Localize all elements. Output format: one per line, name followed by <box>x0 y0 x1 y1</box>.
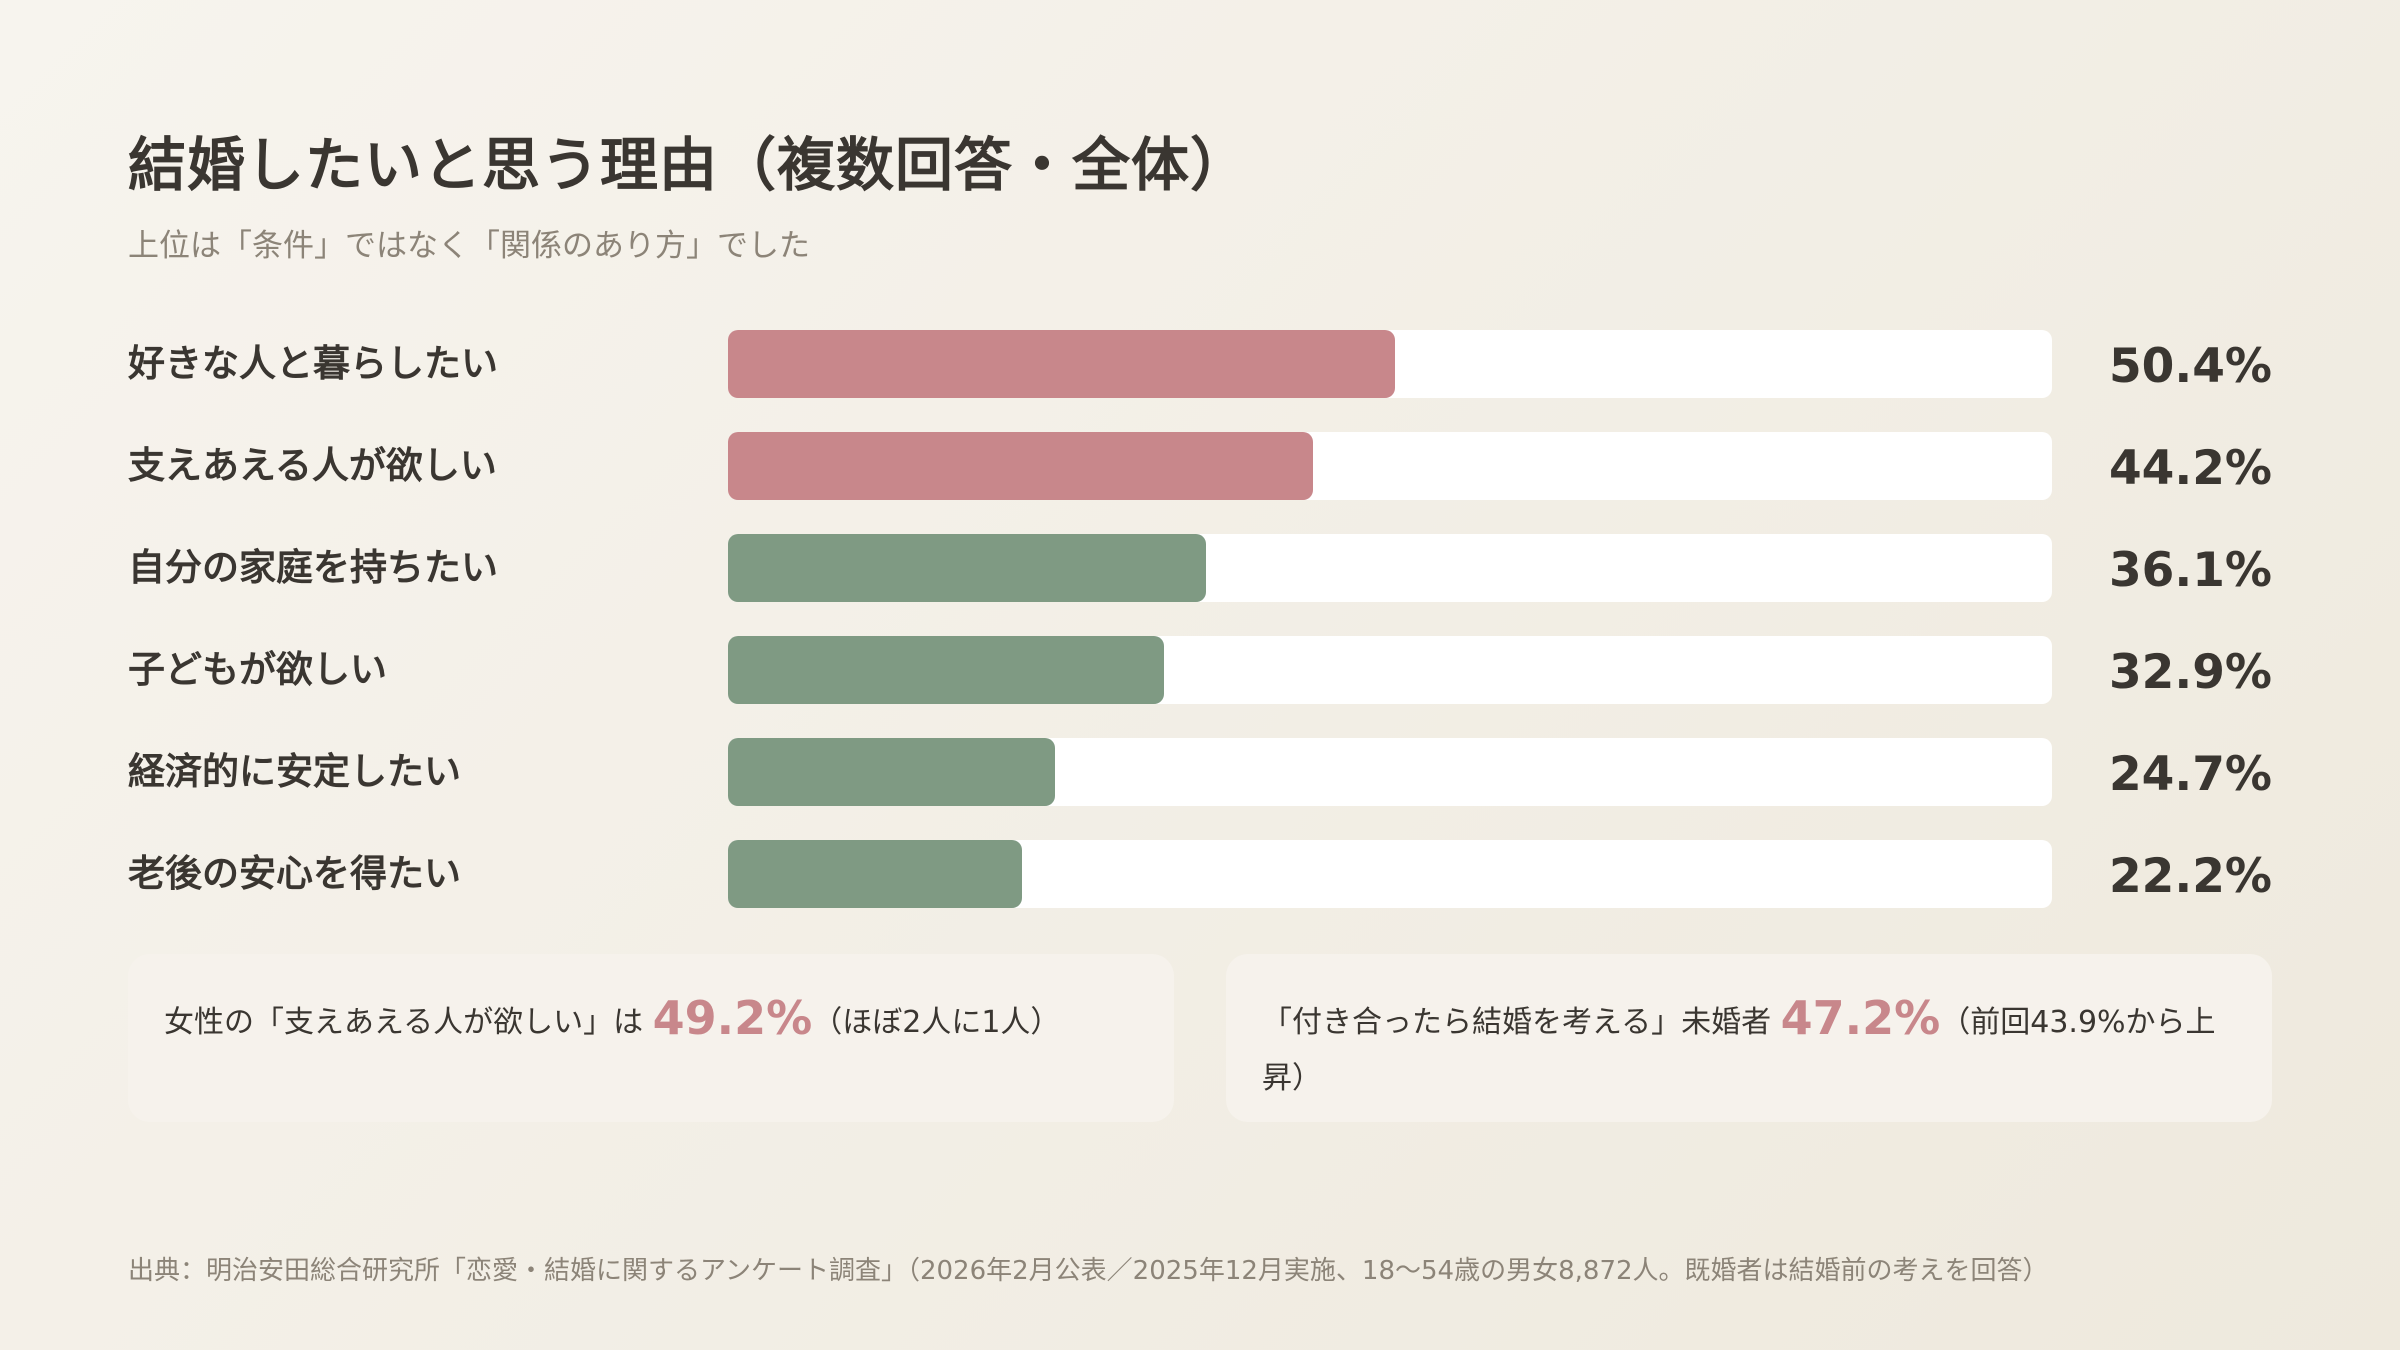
value-label: 50.4% <box>2108 339 2272 394</box>
chart-row: 子どもが欲しい 32.9% <box>128 636 2272 704</box>
bar-track <box>728 840 2052 908</box>
value-label: 44.2% <box>2108 441 2272 496</box>
bar-track <box>728 330 2052 398</box>
chart-row: 経済的に安定したい 24.7% <box>128 738 2272 806</box>
infographic-page: 結婚したいと思う理由（複数回答・全体） 上位は「条件」ではなく「関係のあり方」で… <box>128 0 2272 1350</box>
callout-highlight-value: 47.2% <box>1780 991 1941 1045</box>
bar <box>728 432 1313 500</box>
chart-row: 支えあえる人が欲しい 44.2% <box>128 432 2272 500</box>
source-note: 出典：明治安田総合研究所「恋愛・結婚に関するアンケート調査」（2026年2月公表… <box>128 1256 2049 1286</box>
chart-row: 自分の家庭を持ちたい 36.1% <box>128 534 2272 602</box>
category-label: 経済的に安定したい <box>128 750 461 793</box>
callout-text-after: （ほぼ2人に1人） <box>812 1005 1061 1040</box>
bar <box>728 738 1055 806</box>
bar <box>728 534 1206 602</box>
category-label: 自分の家庭を持ちたい <box>128 546 498 589</box>
callout-unmarried-rate: 「付き合ったら結婚を考える」未婚者 47.2%（前回43.9%から上昇） <box>1226 954 2272 1122</box>
callout-women-support: 女性の「支えあえる人が欲しい」は 49.2%（ほぼ2人に1人） <box>128 954 1174 1122</box>
value-label: 36.1% <box>2108 543 2272 598</box>
category-label: 支えあえる人が欲しい <box>128 444 497 487</box>
category-label: 好きな人と暮らしたい <box>128 342 498 385</box>
bar-track <box>728 432 2052 500</box>
bar-track <box>728 738 2052 806</box>
callout-text-before: 女性の「支えあえる人が欲しい」は <box>164 1005 653 1040</box>
value-label: 24.7% <box>2108 747 2272 802</box>
bar-chart: 好きな人と暮らしたい 50.4% 支えあえる人が欲しい 44.2% 自分の家庭を持ちたい… <box>128 330 2272 910</box>
value-label: 32.9% <box>2108 645 2272 700</box>
bar <box>728 840 1022 908</box>
callout-highlight-value: 49.2% <box>652 991 813 1045</box>
chart-subtitle: 上位は「条件」ではなく「関係のあり方」でした <box>128 228 810 264</box>
category-label: 子どもが欲しい <box>128 648 387 691</box>
callout-text-after: （前回43.9%から上昇） <box>1262 1005 2216 1096</box>
callout-text-before: 「付き合ったら結婚を考える」未婚者 <box>1262 1005 1781 1040</box>
chart-title: 結婚したいと思う理由（複数回答・全体） <box>128 131 1250 199</box>
chart-row: 老後の安心を得たい 22.2% <box>128 840 2272 908</box>
bar <box>728 330 1395 398</box>
category-label: 老後の安心を得たい <box>128 852 461 895</box>
chart-row: 好きな人と暮らしたい 50.4% <box>128 330 2272 398</box>
value-label: 22.2% <box>2108 849 2272 904</box>
bar-track <box>728 636 2052 704</box>
bar-track <box>728 534 2052 602</box>
bar <box>728 636 1164 704</box>
